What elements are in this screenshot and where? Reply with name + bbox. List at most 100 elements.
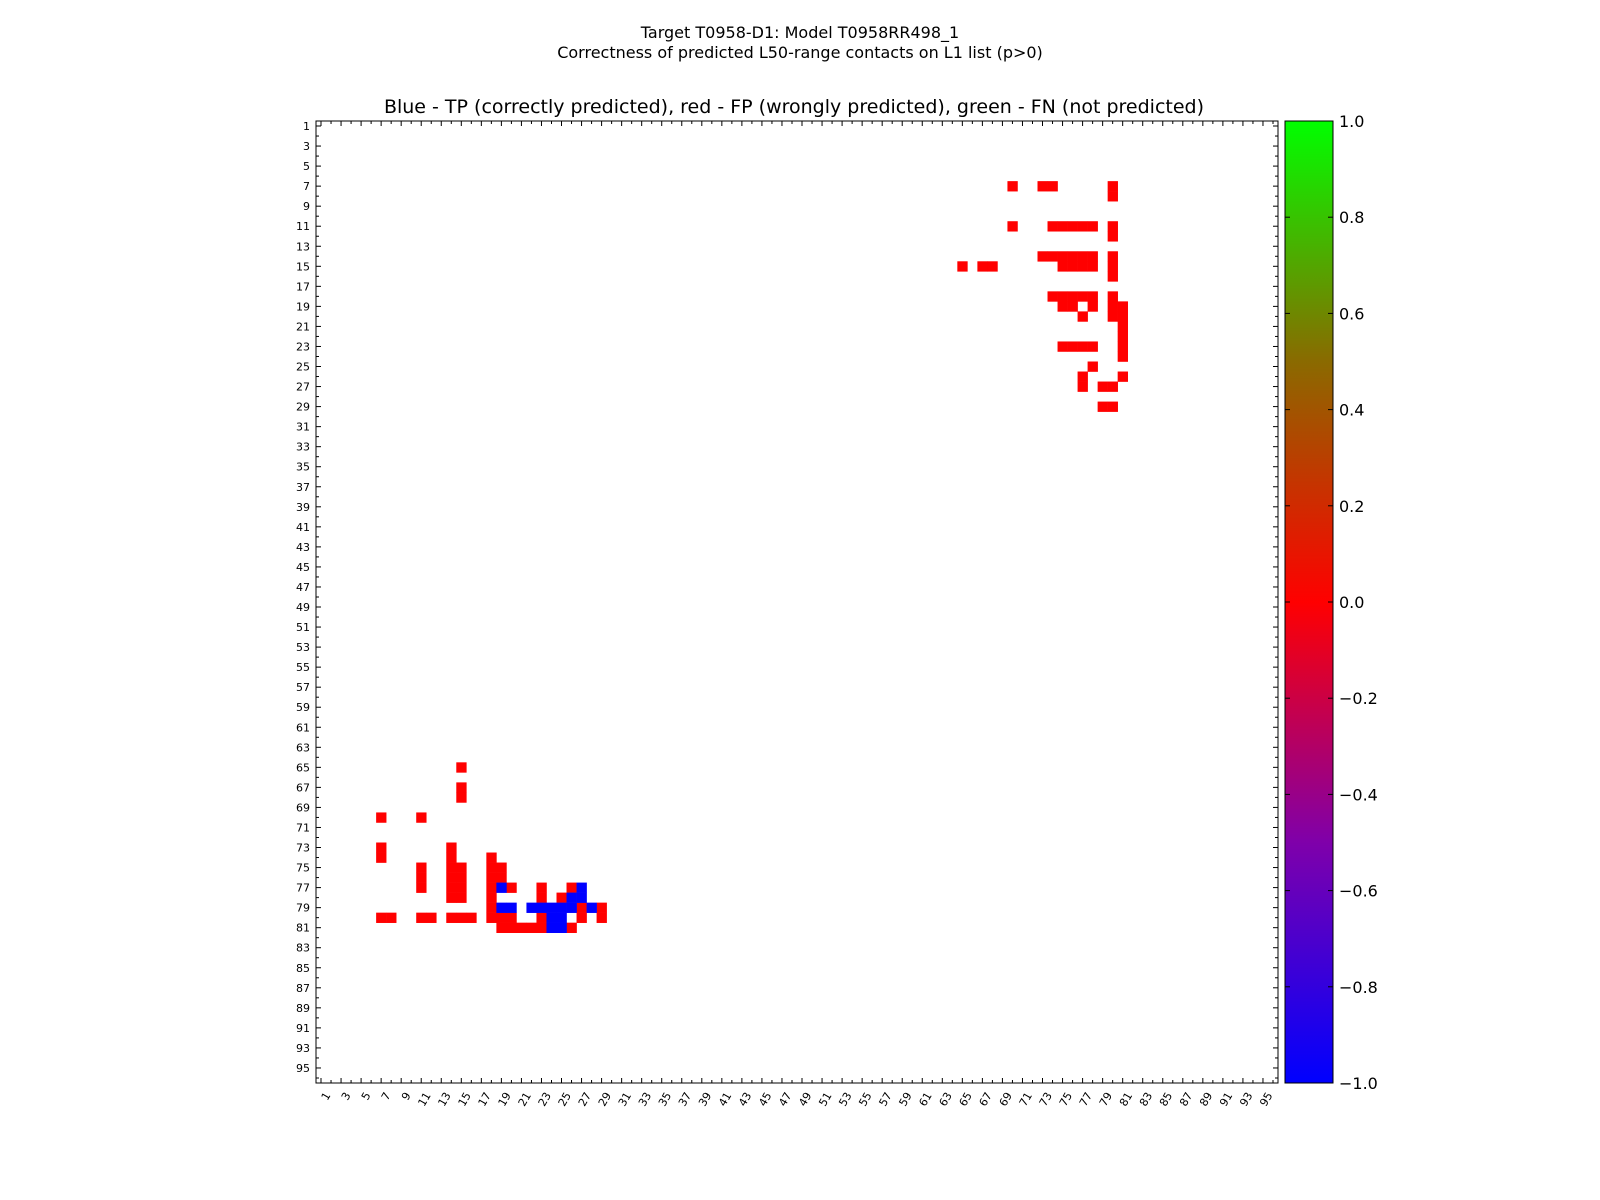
contact-cell-fp (446, 892, 457, 903)
y-tick-label: 51 (296, 621, 310, 634)
contact-cell-fp (1037, 181, 1048, 192)
x-tick-label: 49 (796, 1090, 814, 1109)
contact-cell-fp (1107, 311, 1118, 322)
colorbar-tick-label: −0.8 (1339, 978, 1378, 997)
x-tick-label: 19 (496, 1090, 514, 1109)
contact-cell-fp (1107, 191, 1118, 202)
y-tick-label: 67 (296, 781, 310, 794)
x-tick-label: 69 (997, 1090, 1015, 1109)
contact-cell-tp (546, 912, 557, 923)
y-tick-label: 91 (296, 1022, 310, 1035)
contact-cell-fp (1107, 261, 1118, 272)
contact-cell-fp (386, 912, 397, 923)
contact-cell-fp (486, 872, 497, 883)
x-tick-label: 7 (379, 1090, 394, 1103)
contact-cell-fp (376, 852, 387, 863)
contact-cell-fp (456, 872, 467, 883)
y-tick-label: 59 (296, 701, 310, 714)
contact-cell-fp (416, 812, 427, 823)
contact-cell-fp (496, 912, 507, 923)
y-tick-label: 61 (296, 721, 310, 734)
contact-cell-fp (576, 912, 587, 923)
x-tick-label: 29 (596, 1090, 614, 1109)
contact-cell-tp (556, 902, 567, 913)
x-tick-label: 59 (896, 1090, 914, 1109)
contact-cell-tp (576, 882, 587, 893)
colorbar-tick-label: 0.6 (1339, 304, 1364, 323)
contact-cell-fp (486, 912, 497, 923)
contact-cell-fp (556, 892, 567, 903)
y-tick-label: 39 (296, 501, 310, 514)
figure-title-line-2: Correctness of predicted L50-range conta… (557, 43, 1043, 62)
contact-cell-fp (1057, 301, 1068, 312)
y-tick-label: 47 (296, 581, 310, 594)
contact-cell-fp (1077, 371, 1088, 382)
contact-cell-fp (1077, 221, 1088, 232)
contact-cell-fp (1117, 371, 1128, 382)
contact-cell-fp (1077, 291, 1088, 302)
y-tick-label: 93 (296, 1042, 310, 1055)
x-tick-label: 21 (516, 1090, 534, 1109)
contact-cell-fp (456, 792, 467, 803)
x-tick-label: 35 (656, 1090, 674, 1109)
y-tick-label: 17 (296, 280, 310, 293)
x-tick-label: 71 (1017, 1090, 1035, 1109)
contact-cell-fp (1097, 401, 1108, 412)
x-tick-label: 37 (676, 1090, 694, 1109)
contact-cell-fp (376, 812, 387, 823)
contact-cell-fp (376, 912, 387, 923)
contact-cell-fp (1047, 291, 1058, 302)
contact-cell-tp (546, 902, 557, 913)
colorbar-tick-label: 0.4 (1339, 401, 1364, 420)
x-tick-label: 65 (957, 1090, 975, 1109)
y-tick-label: 43 (296, 541, 310, 554)
y-tick-label: 11 (296, 220, 310, 233)
contact-cell-fp (1117, 311, 1128, 322)
contact-cell-fp (1067, 341, 1078, 352)
contact-cells (376, 181, 1128, 933)
y-tick-label: 45 (296, 561, 310, 574)
axes-title: Blue - TP (correctly predicted), red - F… (384, 96, 1204, 118)
y-tick-label: 29 (296, 401, 310, 414)
contact-cell-fp (446, 882, 457, 893)
plot-area-frame (315, 120, 1279, 1084)
x-tick-label: 57 (876, 1090, 894, 1109)
contact-cell-tp (496, 882, 507, 893)
colorbar-tick-label: 1.0 (1339, 112, 1364, 131)
contact-cell-fp (526, 922, 537, 933)
contact-cell-fp (1107, 381, 1118, 392)
x-tick-label: 75 (1057, 1090, 1075, 1109)
contact-cell-fp (1107, 221, 1118, 232)
x-tick-label: 23 (536, 1090, 554, 1109)
contact-cell-fp (1067, 251, 1078, 262)
contact-cell-fp (456, 912, 467, 923)
contact-cell-fp (1057, 261, 1068, 272)
x-tick-label: 51 (816, 1090, 834, 1109)
y-tick-label: 71 (296, 821, 310, 834)
contact-cell-fp (376, 842, 387, 853)
x-tick-label: 9 (399, 1090, 414, 1103)
contact-cell-tp (526, 902, 537, 913)
y-tick-label: 65 (296, 761, 310, 774)
contact-cell-tp (566, 892, 577, 903)
contact-cell-fp (446, 842, 457, 853)
x-tick-label: 13 (436, 1090, 454, 1109)
x-tick-label: 53 (836, 1090, 854, 1109)
contact-cell-fp (1067, 291, 1078, 302)
x-tick-label: 47 (776, 1090, 794, 1109)
colorbar-tick-label: −0.6 (1339, 882, 1378, 901)
y-tick-label: 41 (296, 521, 310, 534)
contact-cell-fp (566, 922, 577, 933)
contact-cell-fp (456, 782, 467, 793)
contact-cell-fp (1047, 251, 1058, 262)
contact-cell-fp (456, 882, 467, 893)
x-tick-label: 55 (856, 1090, 874, 1109)
contact-cell-fp (1067, 221, 1078, 232)
contact-cell-fp (566, 882, 577, 893)
y-tick-label: 87 (296, 982, 310, 995)
contact-cell-fp (596, 902, 607, 913)
contact-cell-fp (416, 882, 427, 893)
y-tick-label: 13 (296, 240, 310, 253)
contact-cell-fp (1107, 181, 1118, 192)
colorbar-tick-label: −1.0 (1339, 1074, 1378, 1093)
